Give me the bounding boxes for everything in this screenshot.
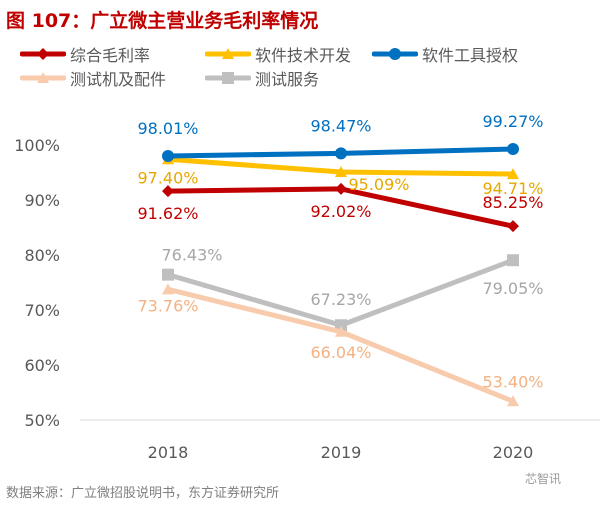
y-tick-label: 50% xyxy=(24,411,60,430)
data-point-2-0 xyxy=(162,149,174,162)
data-point-1-2 xyxy=(507,168,519,180)
y-tick-label: 60% xyxy=(24,356,60,375)
data-label-3-2: 53.40% xyxy=(482,372,543,391)
legend-marker-icon xyxy=(389,48,401,60)
data-label-1-2: 94.71% xyxy=(482,179,543,198)
data-label-0-1: 92.02% xyxy=(310,202,371,221)
data-point-0-2 xyxy=(507,220,519,233)
legend-label: 测试服务 xyxy=(255,70,320,89)
data-point-2-2 xyxy=(507,143,519,156)
x-tick-label: 2019 xyxy=(321,443,362,462)
x-tick-label: 2018 xyxy=(148,443,189,462)
legend-label: 软件工具授权 xyxy=(422,46,519,65)
data-label-0-0: 91.62% xyxy=(137,204,198,223)
legend-marker-icon xyxy=(37,72,49,83)
data-label-4-0: 76.43% xyxy=(161,246,222,265)
legend-swatch-icon xyxy=(205,48,251,59)
data-label-1-0: 97.40% xyxy=(137,168,198,187)
y-tick-label: 90% xyxy=(24,191,60,210)
data-point-3-0 xyxy=(162,283,174,295)
legend-label: 软件技术开发 xyxy=(255,46,352,65)
source-note: 数据来源：广立微招股说明书，东方证券研究所 xyxy=(6,486,280,501)
data-label-2-2: 99.27% xyxy=(482,112,543,131)
data-label-2-1: 98.47% xyxy=(310,116,371,135)
data-label-2-0: 98.01% xyxy=(137,119,198,138)
chart-title: 图 107：广立微主营业务毛利率情况 xyxy=(6,10,319,32)
legend-marker-icon xyxy=(222,72,234,84)
y-tick-label: 70% xyxy=(24,301,60,320)
legend-item: 软件工具授权 xyxy=(372,42,518,66)
legend-label: 测试机及配件 xyxy=(70,70,167,89)
x-tick-label: 2020 xyxy=(493,443,534,462)
legend-swatch-icon xyxy=(372,48,418,60)
legend-swatch-icon xyxy=(205,72,251,84)
data-label-1-1: 95.09% xyxy=(348,175,409,194)
data-point-4-2 xyxy=(507,254,519,267)
legend-item: 测试机及配件 xyxy=(20,66,166,90)
watermark: 芯智讯 xyxy=(525,472,562,486)
data-label-3-1: 66.04% xyxy=(310,343,371,362)
legend-label: 综合毛利率 xyxy=(70,46,151,65)
data-label-4-1: 67.23% xyxy=(310,290,371,309)
legend-swatch-icon xyxy=(20,72,66,83)
data-point-3-2 xyxy=(507,395,519,407)
legend-marker-icon xyxy=(222,48,234,59)
data-label-0-2: 85.25% xyxy=(482,193,543,212)
data-point-0-0 xyxy=(162,185,174,198)
data-point-2-1 xyxy=(335,147,347,160)
legend-swatch-icon xyxy=(20,48,66,60)
data-point-3-1 xyxy=(335,325,347,337)
data-point-4-0 xyxy=(162,268,174,281)
y-tick-label: 100% xyxy=(14,136,60,155)
data-point-4-1 xyxy=(335,319,347,332)
data-label-4-2: 79.05% xyxy=(482,279,543,298)
legend-marker-icon xyxy=(37,48,49,60)
legend-item: 综合毛利率 xyxy=(20,42,150,66)
data-point-0-1 xyxy=(335,182,347,195)
y-tick-label: 80% xyxy=(24,246,60,265)
data-point-1-1 xyxy=(335,166,347,178)
legend-item: 测试服务 xyxy=(205,66,319,90)
data-label-3-0: 73.76% xyxy=(137,296,198,315)
legend-item: 软件技术开发 xyxy=(205,42,351,66)
